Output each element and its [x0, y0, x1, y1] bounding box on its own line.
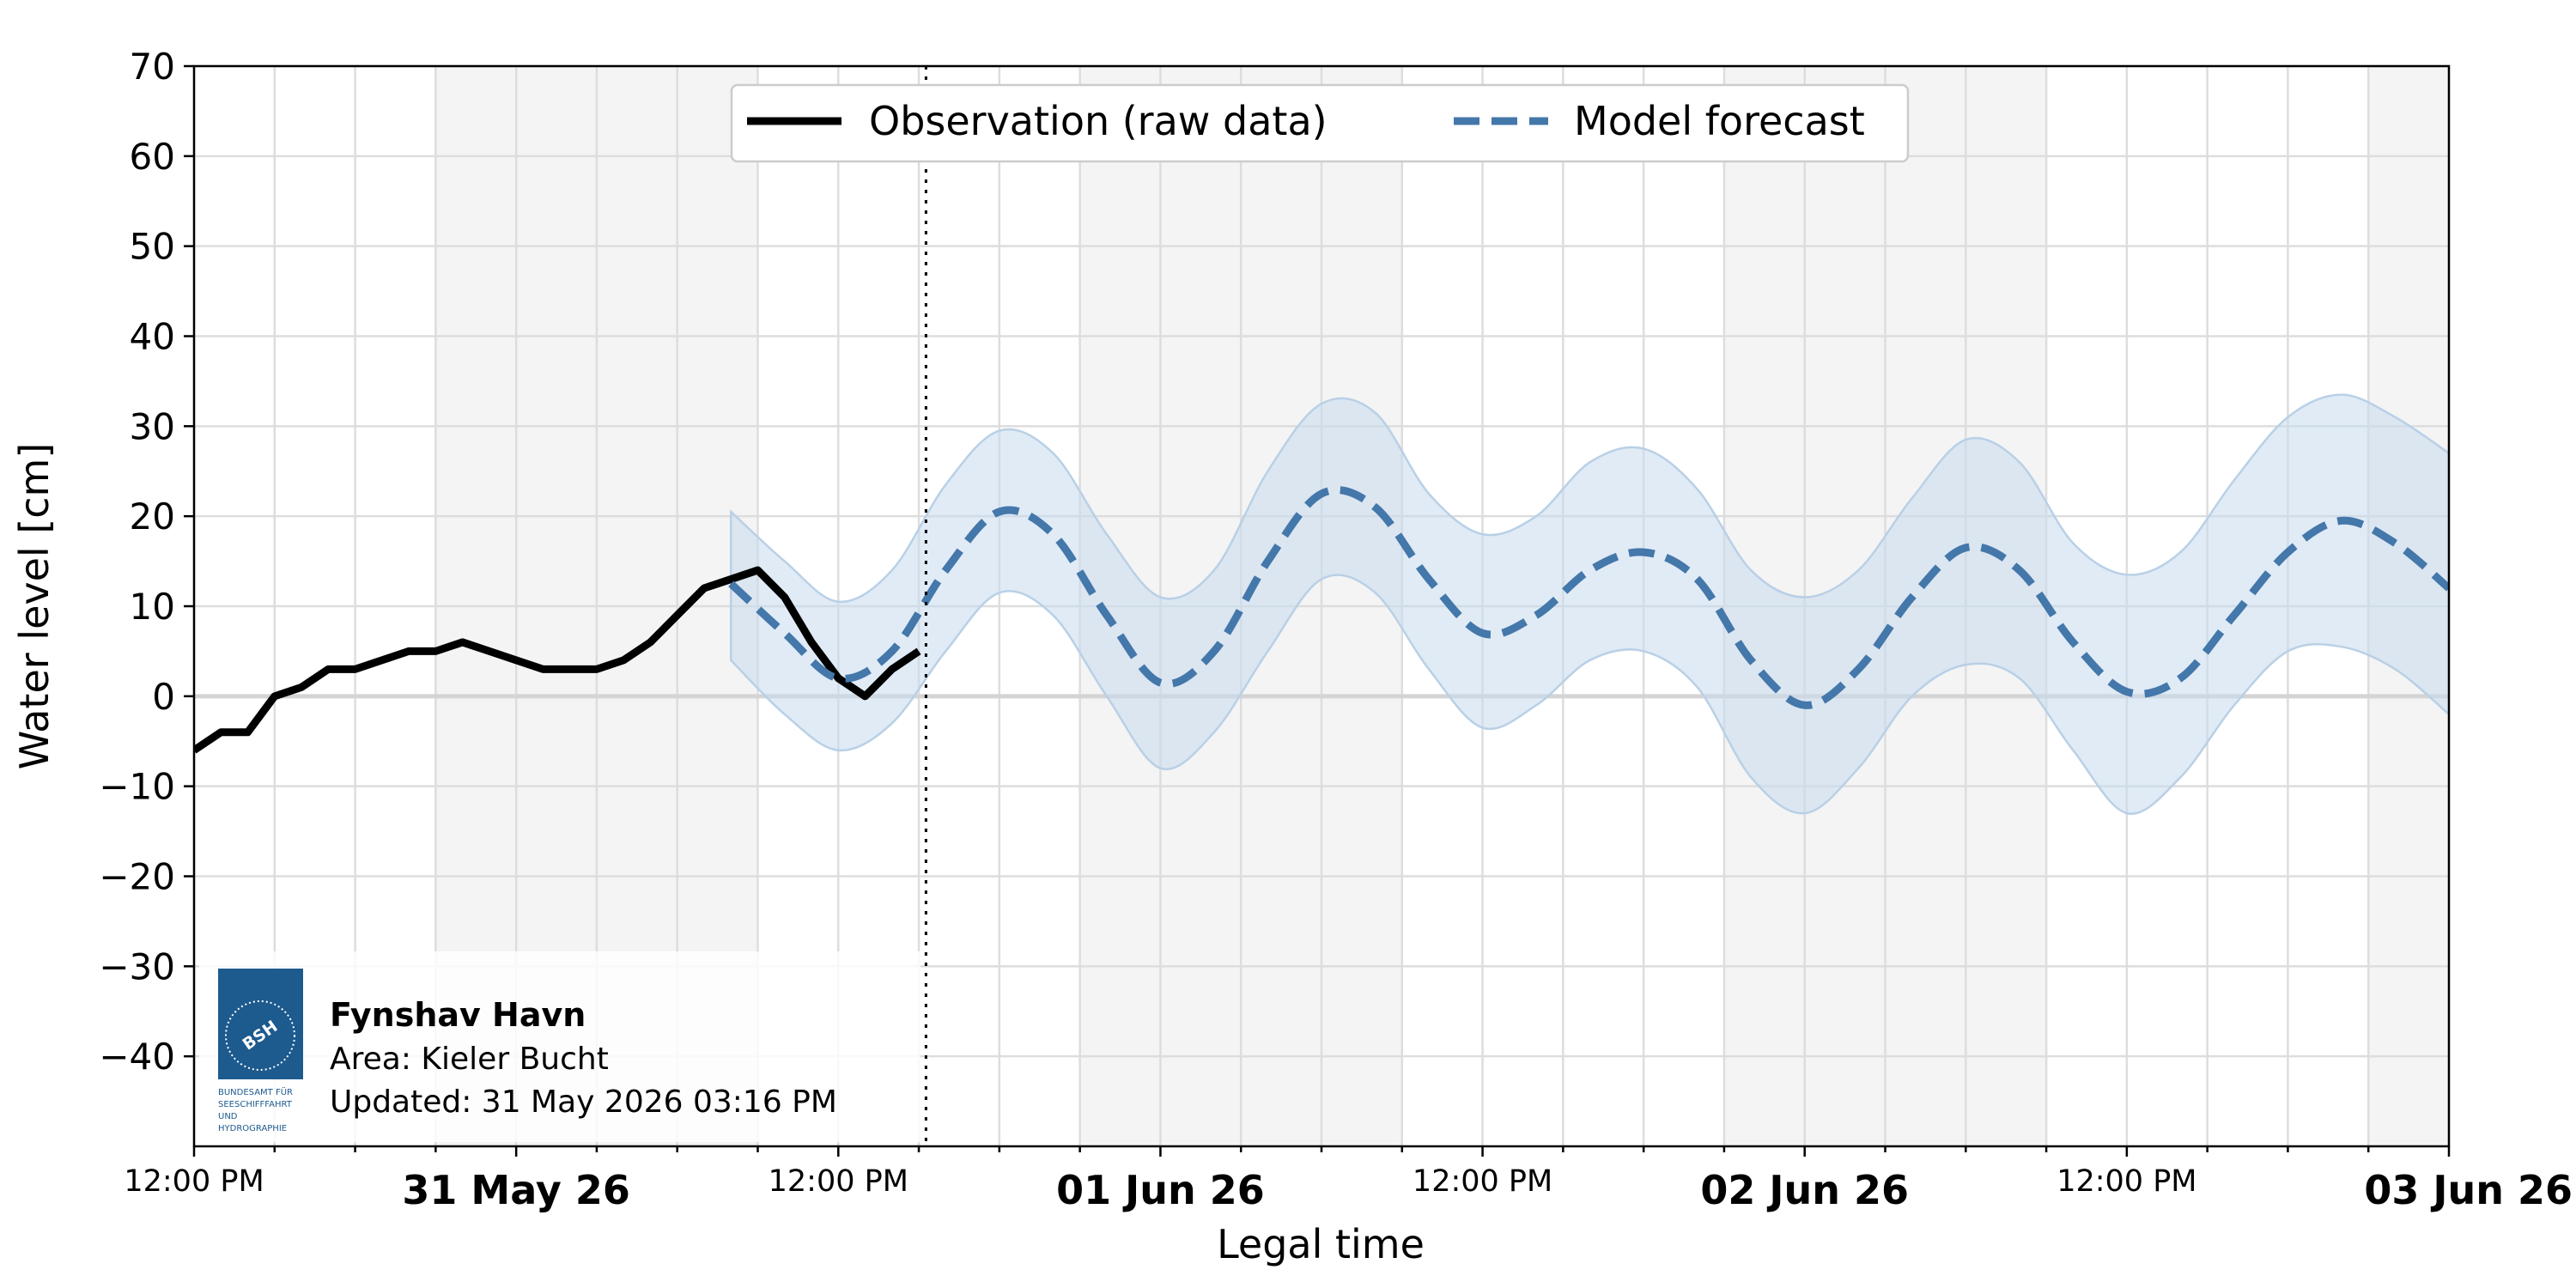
y-tick-label: 70	[130, 46, 175, 88]
y-tick-label: 0	[152, 676, 175, 718]
series-observation-line	[194, 566, 921, 754]
bsh-logo-caption-1: BUNDESAMT FÜR	[218, 1086, 293, 1097]
station-info-box: BSH BUNDESAMT FÜR SEESCHIFFFAHRT UND HYD…	[199, 951, 920, 1142]
series-lines	[194, 486, 2449, 754]
x-tick-label-time: 12:00 PM	[769, 1164, 908, 1199]
legend-label-forecast: Model forecast	[1574, 98, 1865, 144]
y-tick-label: −30	[99, 945, 175, 987]
x-tick-label-time: 12:00 PM	[124, 1164, 264, 1199]
updated-timestamp: Updated: 31 May 2026 03:16 PM	[330, 1084, 837, 1120]
y-tick-label: 30	[130, 405, 175, 447]
legend-frame	[730, 83, 1910, 163]
bsh-logo-emblem	[218, 969, 303, 1079]
y-tick-label: 20	[130, 495, 175, 538]
bsh-logo-caption-2: SEESCHIFFFAHRT	[218, 1100, 293, 1109]
x-tick-label-date: 02 Jun 26	[1700, 1167, 1909, 1213]
station-name: Fynshav Havn	[330, 996, 586, 1034]
y-tick-label: −20	[99, 856, 175, 898]
bsh-logo: BSH BUNDESAMT FÜR SEESCHIFFFAHRT UND HYD…	[218, 969, 303, 1133]
forecast-uncertainty-band	[729, 393, 2449, 816]
x-tick-label-time: 12:00 PM	[2057, 1164, 2196, 1199]
x-tick-label-date: 01 Jun 26	[1056, 1167, 1265, 1213]
legend: Observation (raw data) Model forecast	[730, 83, 1910, 163]
bsh-logo-ring	[225, 1000, 295, 1071]
bsh-logo-caption-4: HYDROGRAPHIE	[218, 1124, 287, 1133]
y-tick-label: 50	[130, 226, 175, 268]
info-box-background	[199, 951, 920, 1142]
y-axis-ticks: 70 60 50 40 30 20 10 0 −10 −20 −30 −40	[99, 46, 194, 1078]
forecast-band	[729, 393, 2449, 816]
y-tick-label: 10	[130, 586, 175, 628]
y-tick-label: −10	[99, 766, 175, 808]
x-tick-label-date: 03 Jun 26	[2364, 1167, 2573, 1213]
y-axis-label: Water level [cm]	[11, 443, 58, 770]
x-tick-label-time: 12:00 PM	[1413, 1164, 1552, 1199]
bsh-logo-caption-3: UND	[218, 1112, 238, 1121]
x-axis-label: Legal time	[1217, 1221, 1425, 1267]
y-tick-label: 40	[130, 316, 175, 358]
x-tick-label-date: 31 May 26	[402, 1167, 629, 1213]
y-tick-label: 60	[130, 136, 175, 178]
station-area: Area: Kieler Bucht	[330, 1042, 609, 1077]
x-axis-ticks: 12:00 PM 31 May 26 12:00 PM 01 Jun 26 12:00 …	[124, 1146, 2573, 1213]
legend-label-observation: Observation (raw data)	[869, 98, 1327, 144]
series-forecast-line	[728, 486, 2449, 709]
y-tick-label: −40	[99, 1036, 175, 1078]
